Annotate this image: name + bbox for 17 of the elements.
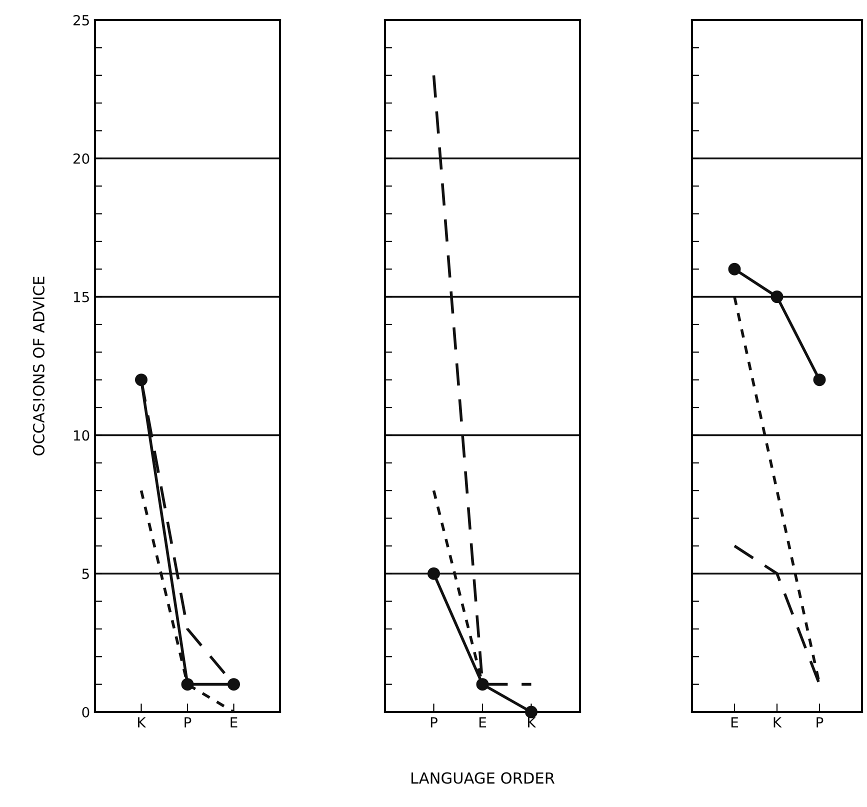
x-tick-label: E bbox=[230, 717, 238, 728]
x-tick-label: P bbox=[184, 717, 192, 728]
x-axis-title: LANGUAGE ORDER bbox=[412, 772, 555, 784]
y-tick-label: 0 bbox=[82, 706, 90, 718]
y-tick-label: 10 bbox=[74, 430, 90, 441]
x-tick-label: P bbox=[816, 717, 824, 728]
y-tick-label: 25 bbox=[73, 14, 89, 26]
x-tick-label: K bbox=[528, 717, 536, 728]
x-tick-label: K bbox=[138, 717, 146, 728]
x-tick-label: E bbox=[731, 717, 738, 728]
x-tick-label: E bbox=[479, 717, 486, 728]
y-axis-title: OCCAS!ONS OF ADVICE bbox=[32, 276, 45, 456]
y-tick-label: 5 bbox=[82, 568, 89, 580]
y-tick-label: 20 bbox=[73, 153, 90, 164]
x-tick-label: K bbox=[774, 717, 782, 728]
x-tick-label: P bbox=[430, 717, 438, 728]
y-tick-label: 15 bbox=[74, 292, 89, 302]
